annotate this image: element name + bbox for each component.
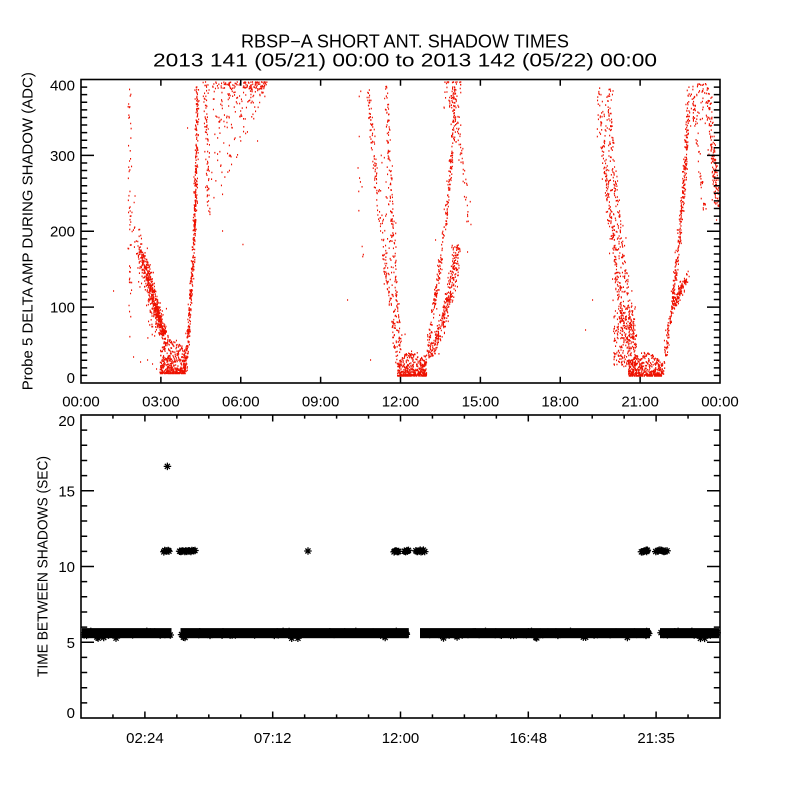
svg-text:06:00: 06:00 — [222, 393, 260, 410]
svg-text:10: 10 — [58, 559, 75, 576]
svg-text:03:00: 03:00 — [142, 393, 180, 410]
svg-text:200: 200 — [50, 224, 75, 241]
svg-text:Probe 5 DELTA AMP DURING SHADO: Probe 5 DELTA AMP DURING SHADOW (ADC) — [19, 72, 36, 390]
svg-text:12:00: 12:00 — [382, 393, 420, 410]
svg-text:100: 100 — [50, 300, 75, 317]
svg-text:21:35: 21:35 — [637, 730, 675, 747]
svg-text:18:00: 18:00 — [541, 393, 579, 410]
svg-text:0: 0 — [67, 705, 75, 722]
svg-text:5: 5 — [67, 635, 75, 652]
svg-text:00:00: 00:00 — [62, 393, 100, 410]
svg-text:07:12: 07:12 — [254, 730, 292, 747]
svg-text:20: 20 — [58, 413, 75, 430]
svg-text:09:00: 09:00 — [302, 393, 340, 410]
svg-text:400: 400 — [50, 77, 75, 94]
svg-text:21:00: 21:00 — [621, 393, 659, 410]
svg-text:RBSP−A SHORT ANT. SHADOW TIMES: RBSP−A SHORT ANT. SHADOW TIMES — [241, 32, 569, 52]
svg-text:0: 0 — [67, 370, 75, 387]
svg-text:2013 141 (05/21) 00:00 to 2013: 2013 141 (05/21) 00:00 to 2013 142 (05/2… — [153, 51, 657, 71]
svg-text:02:24: 02:24 — [126, 730, 164, 747]
svg-text:12:00: 12:00 — [382, 730, 420, 747]
svg-text:TIME BETWEEN SHADOWS (SEC): TIME BETWEEN SHADOWS (SEC) — [34, 456, 51, 677]
svg-text:300: 300 — [50, 148, 75, 165]
svg-text:16:48: 16:48 — [510, 730, 548, 747]
svg-text:15:00: 15:00 — [462, 393, 500, 410]
svg-text:15: 15 — [58, 483, 75, 500]
svg-text:00:00: 00:00 — [701, 393, 739, 410]
